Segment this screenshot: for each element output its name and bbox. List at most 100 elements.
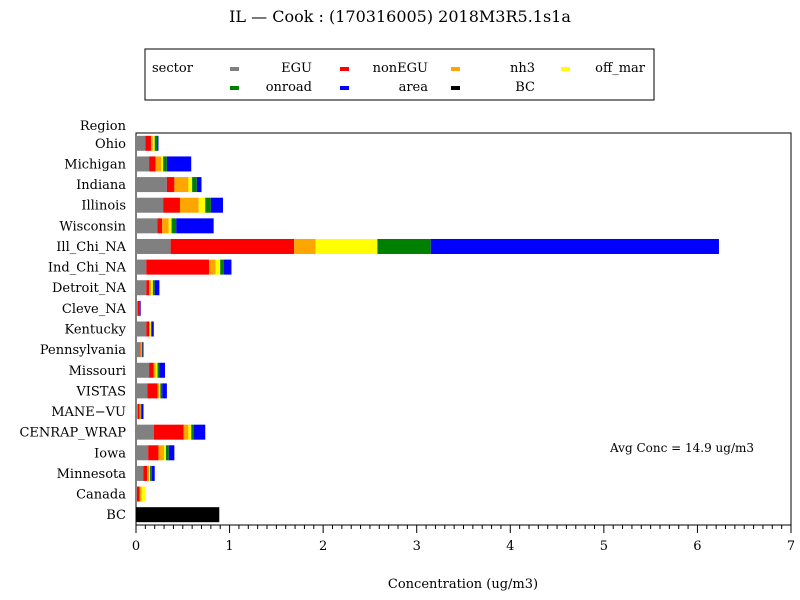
legend-label: off_mar xyxy=(595,61,646,76)
bar-segment-nonegu xyxy=(139,342,141,358)
bar-segment-egu xyxy=(136,218,158,234)
bar-segment-onroad xyxy=(165,445,169,461)
bar-segment-onroad xyxy=(171,218,177,234)
bar-segment-nonegu xyxy=(157,218,163,234)
bar-segment-nh3 xyxy=(149,280,151,296)
bar-segment-nonegu xyxy=(149,362,154,378)
y-axis-label: Region xyxy=(80,119,127,134)
bar-segment-egu xyxy=(136,445,149,461)
bar-segment-onroad xyxy=(160,383,163,399)
category-label: Illinois xyxy=(81,199,126,214)
category-label: Missouri xyxy=(69,364,126,379)
x-axis: 0 1 2 3 4 5 6 7 xyxy=(132,525,795,554)
avg-conc-annotation: Avg Conc = 14.9 ug/m3 xyxy=(609,441,754,455)
bar-segment-nonegu xyxy=(166,177,175,193)
bar-segment-off-mar xyxy=(141,486,146,502)
bar-segment-area xyxy=(154,280,160,296)
x-tick-label: 1 xyxy=(225,539,233,554)
bar-segment-off-mar xyxy=(164,445,166,461)
category-label: Ill_Chi_NA xyxy=(56,240,126,255)
bar-segment-area xyxy=(141,404,144,420)
category-label: BC xyxy=(106,508,126,523)
bar-segment-nonegu xyxy=(148,445,159,461)
bar-segment-off-mar xyxy=(150,321,151,337)
bar-segment-onroad xyxy=(205,197,211,213)
legend-swatch-nh3 xyxy=(451,67,460,71)
bar-segment-egu xyxy=(136,259,147,275)
bar-segment-off-mar xyxy=(215,259,221,275)
bar-segment-area xyxy=(194,424,206,440)
bar-segment-nh3 xyxy=(294,238,316,254)
bar-segment-nh3 xyxy=(162,218,169,234)
x-tick-label: 7 xyxy=(787,539,795,554)
legend-swatch-onroad xyxy=(230,86,239,90)
bar-segment-onroad xyxy=(154,135,158,151)
category-label: Ind_Chi_NA xyxy=(48,261,127,276)
chart-title: IL — Cook : (170316005) 2018M3R5.1s1a xyxy=(229,7,571,26)
category-label: Kentucky xyxy=(64,323,126,338)
bar-segment-nh3 xyxy=(179,197,199,213)
bar-segment-area xyxy=(157,135,159,151)
bar-segment-off-mar xyxy=(315,238,378,254)
bar-segment-nonegu xyxy=(137,404,140,420)
bar-segment-nonegu xyxy=(146,259,209,275)
bar-segment-off-mar xyxy=(159,383,161,399)
legend-label: EGU xyxy=(281,61,312,76)
bar-segment-egu xyxy=(136,404,138,420)
bar-segment-egu xyxy=(136,383,148,399)
category-label: Cleve_NA xyxy=(62,302,127,317)
bar-segment-onroad xyxy=(192,177,197,193)
bar-segment-nh3 xyxy=(183,424,189,440)
bar-segment-nonegu xyxy=(146,321,150,337)
bar-segment-area xyxy=(142,342,144,358)
bar-segment-egu xyxy=(136,238,171,254)
category-label: Michigan xyxy=(64,157,126,172)
bar-segment-off-mar xyxy=(188,177,193,193)
bar-segment-off-mar xyxy=(161,156,164,172)
bar-segment-onroad xyxy=(157,362,160,378)
legend-label: area xyxy=(399,80,429,95)
bar-segment-area xyxy=(196,177,202,193)
bar-segment-egu xyxy=(136,156,150,172)
bar-segment-onroad xyxy=(152,280,155,296)
legend-title: sector xyxy=(152,61,194,76)
bar-segment-nh3 xyxy=(150,135,153,151)
bar-segment-off-mar xyxy=(140,342,142,358)
x-tick-label: 5 xyxy=(600,539,608,554)
bar-segment-egu xyxy=(136,362,150,378)
bar-segment-area xyxy=(151,465,155,481)
bar-segment-bc xyxy=(136,507,220,523)
category-label: Detroit_NA xyxy=(52,281,127,296)
category-label: Canada xyxy=(76,488,126,503)
bar-segment-onroad xyxy=(377,238,431,254)
bar-segment-area xyxy=(151,321,154,337)
bar-segment-nonegu xyxy=(145,135,151,151)
bar-segment-egu xyxy=(136,135,146,151)
bar-segment-area xyxy=(210,197,224,213)
category-label: Minnesota xyxy=(57,467,127,482)
bar-segment-onroad xyxy=(220,259,224,275)
bar-segment-nonegu xyxy=(146,280,150,296)
bar-segment-area xyxy=(430,238,719,254)
category-label: Pennsylvania xyxy=(40,343,126,358)
category-label: CENRAP_WRAP xyxy=(19,426,126,441)
bar-segment-nonegu xyxy=(136,486,140,502)
legend-label: BC xyxy=(515,80,535,95)
legend-box xyxy=(144,48,655,101)
legend-label: nh3 xyxy=(510,61,535,76)
bar-segment-nh3 xyxy=(153,362,156,378)
bar-segment-egu xyxy=(136,177,167,193)
bar-segment-egu xyxy=(136,465,144,481)
category-label: Indiana xyxy=(76,178,126,193)
bar-segment-nonegu xyxy=(170,238,295,254)
bar-segment-area xyxy=(168,445,175,461)
bar-segment-nh3 xyxy=(139,486,142,502)
x-tick-label: 0 xyxy=(132,539,140,554)
bar-segment-onroad xyxy=(191,424,195,440)
bar-segment-onroad xyxy=(150,465,152,481)
bar-segment-off-mar xyxy=(152,135,155,151)
bar-segment-nh3 xyxy=(155,156,162,172)
legend-label: nonEGU xyxy=(373,61,428,76)
bar-segment-nh3 xyxy=(208,259,216,275)
